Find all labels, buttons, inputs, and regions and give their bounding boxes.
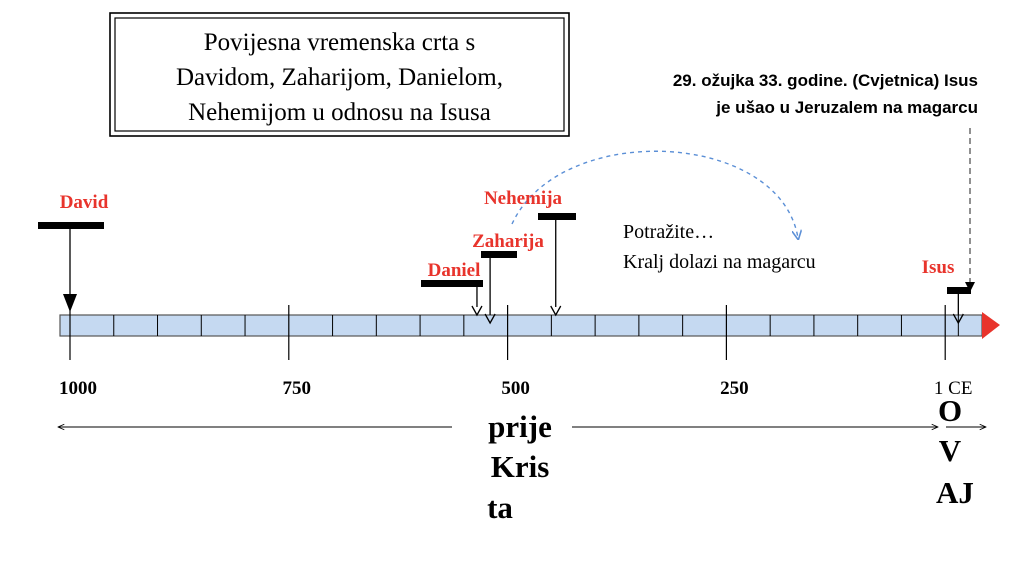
timeline-arrowhead [982,312,1000,339]
event-bar-daniel [421,280,483,287]
ad-label-line-2: V [939,433,962,468]
title-box: Povijesna vremenska crta s Davidom, Zaha… [109,12,570,137]
event-label-nehemija: Nehemija [484,188,563,209]
dashed-link-arrow [511,150,798,238]
event-arrowhead-daniel [471,305,483,317]
title-line-1: Povijesna vremenska crta s [204,29,475,56]
bc-label-line-3: ta [487,490,513,525]
event-label-daniel: Daniel [428,260,481,281]
ad-label-line-3: AJ [936,475,974,510]
event-bar-david [38,222,104,229]
title-line-3: Nehemijom u odnosu na Isusa [188,99,491,126]
event-arrowhead-david [63,294,77,312]
callout-line-2: Kralj dolazi na magarcu [623,251,816,273]
palm-sunday-note-line-2: je ušao u Jeruzalem na magarcu [715,98,978,117]
bc-label-line-2: Kris [491,449,550,484]
callout-line-1: Potražite… [623,221,714,243]
tick-label-4: 1 CE [934,378,973,399]
ad-label-line-1: O [938,393,962,428]
timeline-axis: 1000 750 500 250 1 CE [59,305,1000,399]
event-bar-nehemija [538,213,576,220]
event-label-isus: Isus [922,257,955,278]
event-arrowhead-nehemija [550,305,562,317]
tick-label-2: 500 [501,378,530,399]
tick-label-3: 250 [720,378,749,399]
event-bar-isus [947,287,971,294]
event-arrowhead-zaharija [484,313,496,325]
event-label-zaharija: Zaharija [472,231,544,252]
palm-sunday-note-line-1: 29. ožujka 33. godine. (Cvjetnica) Isus [673,71,978,90]
event-arrowhead-isus [952,313,964,325]
title-line-2: Davidom, Zaharijom, Danielom, [176,64,503,91]
event-bar-zaharija [481,251,517,258]
timeline-bar [59,314,983,337]
tick-label-0: 1000 [59,378,97,399]
tick-label-1: 750 [283,378,312,399]
event-label-david: David [60,192,109,213]
bc-label-line-1: prije [488,409,552,444]
